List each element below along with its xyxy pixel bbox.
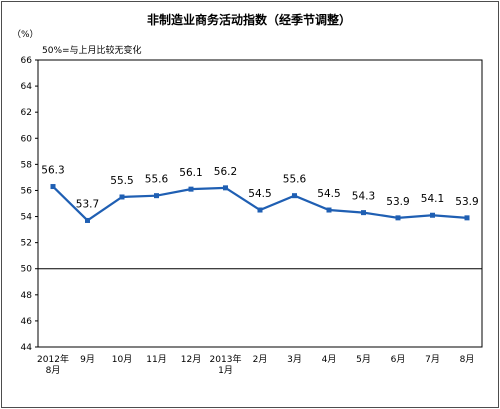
x-tick-label: 9月 [80,354,95,365]
x-tick-label: 2月 [253,354,268,365]
y-tick-label: 50 [21,265,33,275]
y-tick-label: 54 [21,213,33,223]
data-label: 55.6 [145,174,169,186]
data-point [395,215,401,221]
x-tick-label: 5月 [356,354,371,365]
x-tick-label: 8月 [46,365,61,376]
y-tick-label: 46 [21,317,33,327]
data-label: 56.3 [41,165,64,177]
data-label: 53.7 [76,198,99,210]
data-label: 54.1 [421,193,444,205]
y-tick-label: 56 [21,186,33,196]
data-point [223,185,228,191]
reference-note: 50%=与上月比较无变化 [42,44,142,56]
data-label: 54.3 [352,191,375,203]
data-label: 53.9 [386,196,409,208]
data-point [257,207,263,213]
data-point [85,217,90,223]
data-point [361,210,366,216]
data-point [292,193,297,199]
x-tick-label: 3月 [287,354,302,365]
plot-border [37,59,483,348]
x-tick-label: 12月 [181,354,201,365]
x-tick-label: 11月 [146,354,166,365]
data-point [50,184,56,190]
data-point [430,212,435,218]
data-point [188,186,194,192]
y-tick-label: 58 [21,160,33,170]
y-tick-label: 64 [21,82,33,92]
y-tick-label: 48 [21,291,33,301]
data-point [119,194,125,200]
data-label: 54.5 [317,188,340,200]
y-tick-label: 62 [21,108,32,118]
y-tick-label: 44 [21,343,33,353]
x-tick-label: 8月 [460,354,475,365]
x-tick-label: 2013年 [210,353,242,365]
data-label: 54.5 [248,188,271,200]
x-tick-label: 6月 [391,354,406,365]
data-label: 53.9 [455,196,478,208]
data-point [154,193,159,199]
y-axis-unit: （%） [12,29,39,40]
x-tick-label: 4月 [322,354,337,365]
data-point [464,215,470,221]
y-tick-label: 66 [21,56,33,66]
data-label: 56.2 [214,166,237,178]
data-point [326,207,332,213]
data-label: 55.5 [110,175,133,187]
data-label: 56.1 [179,167,202,179]
chart-title: 非制造业商务活动指数（经季节调整） [147,12,351,27]
x-tick-label: 7月 [425,354,440,365]
y-tick-label: 52 [21,239,32,249]
x-tick-label: 2012年 [37,353,69,365]
y-tick-label: 60 [21,134,33,144]
data-label: 55.6 [283,174,307,186]
x-tick-label: 10月 [112,354,132,365]
x-tick-label: 1月 [218,365,233,376]
